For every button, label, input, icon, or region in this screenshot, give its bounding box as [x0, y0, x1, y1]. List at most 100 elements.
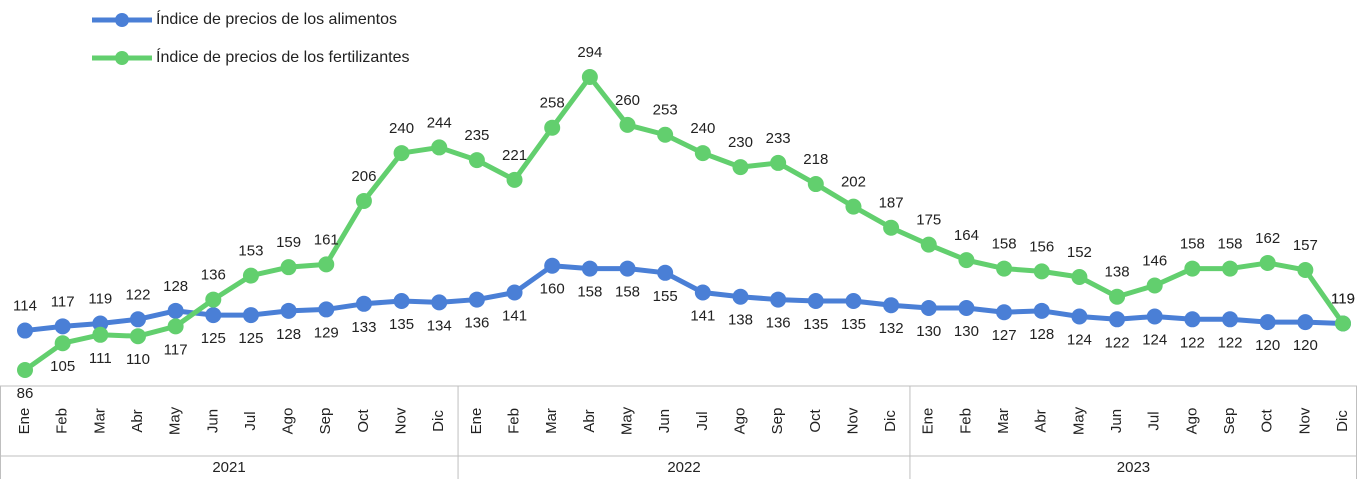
x-tick-label: Mar [543, 408, 560, 434]
data-label: 141 [690, 307, 715, 324]
data-point [1297, 261, 1314, 278]
data-point [920, 236, 937, 253]
data-label: 111 [89, 350, 112, 367]
data-point [883, 219, 900, 236]
series-line [23, 74, 1346, 373]
x-tick-label: Dic [882, 410, 899, 432]
data-point [1033, 302, 1050, 319]
data-label: 158 [992, 236, 1017, 253]
data-label: 128 [276, 326, 301, 343]
data-label: 158 [615, 284, 640, 301]
data-label: 86 [17, 385, 34, 402]
data-label: 260 [615, 92, 640, 109]
x-tick-label: Oct [807, 409, 824, 433]
data-point [544, 257, 561, 274]
data-label: 117 [164, 341, 188, 358]
data-label: 157 [1293, 237, 1318, 254]
data-point [845, 198, 862, 215]
data-label: 124 [1067, 331, 1092, 348]
data-point [129, 311, 146, 328]
data-label: 161 [314, 231, 339, 248]
data-label: 153 [238, 243, 263, 260]
data-point [1146, 277, 1163, 294]
data-point [506, 284, 523, 301]
data-point [393, 292, 410, 309]
data-point [694, 284, 711, 301]
data-label: 158 [1218, 236, 1243, 253]
x-tick-label: May [167, 406, 184, 435]
data-label: 155 [653, 288, 678, 305]
data-label: 135 [803, 316, 828, 333]
data-point [318, 256, 335, 273]
data-label: 156 [1029, 238, 1054, 255]
data-label: 162 [1255, 230, 1280, 247]
data-point [996, 304, 1013, 321]
data-point [807, 292, 824, 309]
data-point [205, 307, 222, 324]
data-label: 125 [201, 330, 226, 347]
data-point [280, 302, 297, 319]
data-point [280, 259, 297, 276]
x-tick-label: Jun [1108, 409, 1125, 433]
x-tick-label: Feb [957, 408, 974, 434]
data-point [54, 335, 71, 352]
data-label: 202 [841, 174, 866, 191]
data-point [1033, 263, 1050, 280]
data-point [1109, 311, 1126, 328]
data-label: 240 [389, 120, 414, 137]
data-point [920, 300, 937, 317]
data-point [807, 176, 824, 193]
data-label: 125 [238, 330, 263, 347]
x-tick-label: Feb [506, 408, 523, 434]
data-label: 160 [540, 281, 565, 298]
data-point [393, 145, 410, 162]
data-label: 187 [879, 195, 904, 212]
x-tick-label: Ene [468, 408, 485, 435]
data-point [506, 171, 523, 188]
legend-marker [115, 51, 129, 65]
data-point [468, 291, 485, 308]
data-point [1297, 314, 1314, 331]
data-label: 117 [51, 293, 75, 310]
x-tick-label: Dic [430, 410, 447, 432]
x-tick-label: Jul [694, 411, 711, 430]
x-tick-label: Ago [1183, 408, 1200, 435]
data-label: 120 [1293, 337, 1318, 354]
data-label: 119 [1331, 290, 1355, 307]
data-label: 127 [992, 327, 1017, 344]
data-point [92, 326, 109, 343]
data-label: 230 [728, 134, 753, 151]
data-label: 114 [13, 298, 37, 315]
data-point [732, 159, 749, 176]
data-label: 146 [1142, 252, 1167, 269]
data-point [770, 154, 787, 171]
data-label: 130 [954, 323, 979, 340]
data-point [92, 315, 109, 332]
data-label: 122 [1180, 334, 1205, 351]
data-point [657, 264, 674, 281]
x-tick-label: Mar [995, 408, 1012, 434]
data-point [958, 300, 975, 317]
data-label: 233 [766, 130, 791, 147]
x-tick-label: Abr [129, 409, 146, 432]
data-point [1071, 269, 1088, 286]
data-point [167, 318, 184, 335]
data-label: 244 [427, 114, 452, 131]
data-label: 235 [464, 127, 489, 144]
data-point [732, 288, 749, 305]
x-tick-label: Abr [1033, 409, 1050, 432]
data-label: 135 [841, 316, 866, 333]
data-point [167, 302, 184, 319]
data-point [883, 297, 900, 314]
x-tick-label: Oct [355, 409, 372, 433]
x-tick-label: Ago [731, 408, 748, 435]
x-tick-label: May [1070, 406, 1087, 435]
data-label: 122 [125, 286, 150, 303]
data-point [1335, 315, 1351, 332]
data-point [318, 301, 335, 318]
data-label: 134 [427, 317, 452, 334]
data-point [242, 267, 259, 284]
x-tick-label: May [618, 406, 635, 435]
data-point [242, 307, 259, 324]
